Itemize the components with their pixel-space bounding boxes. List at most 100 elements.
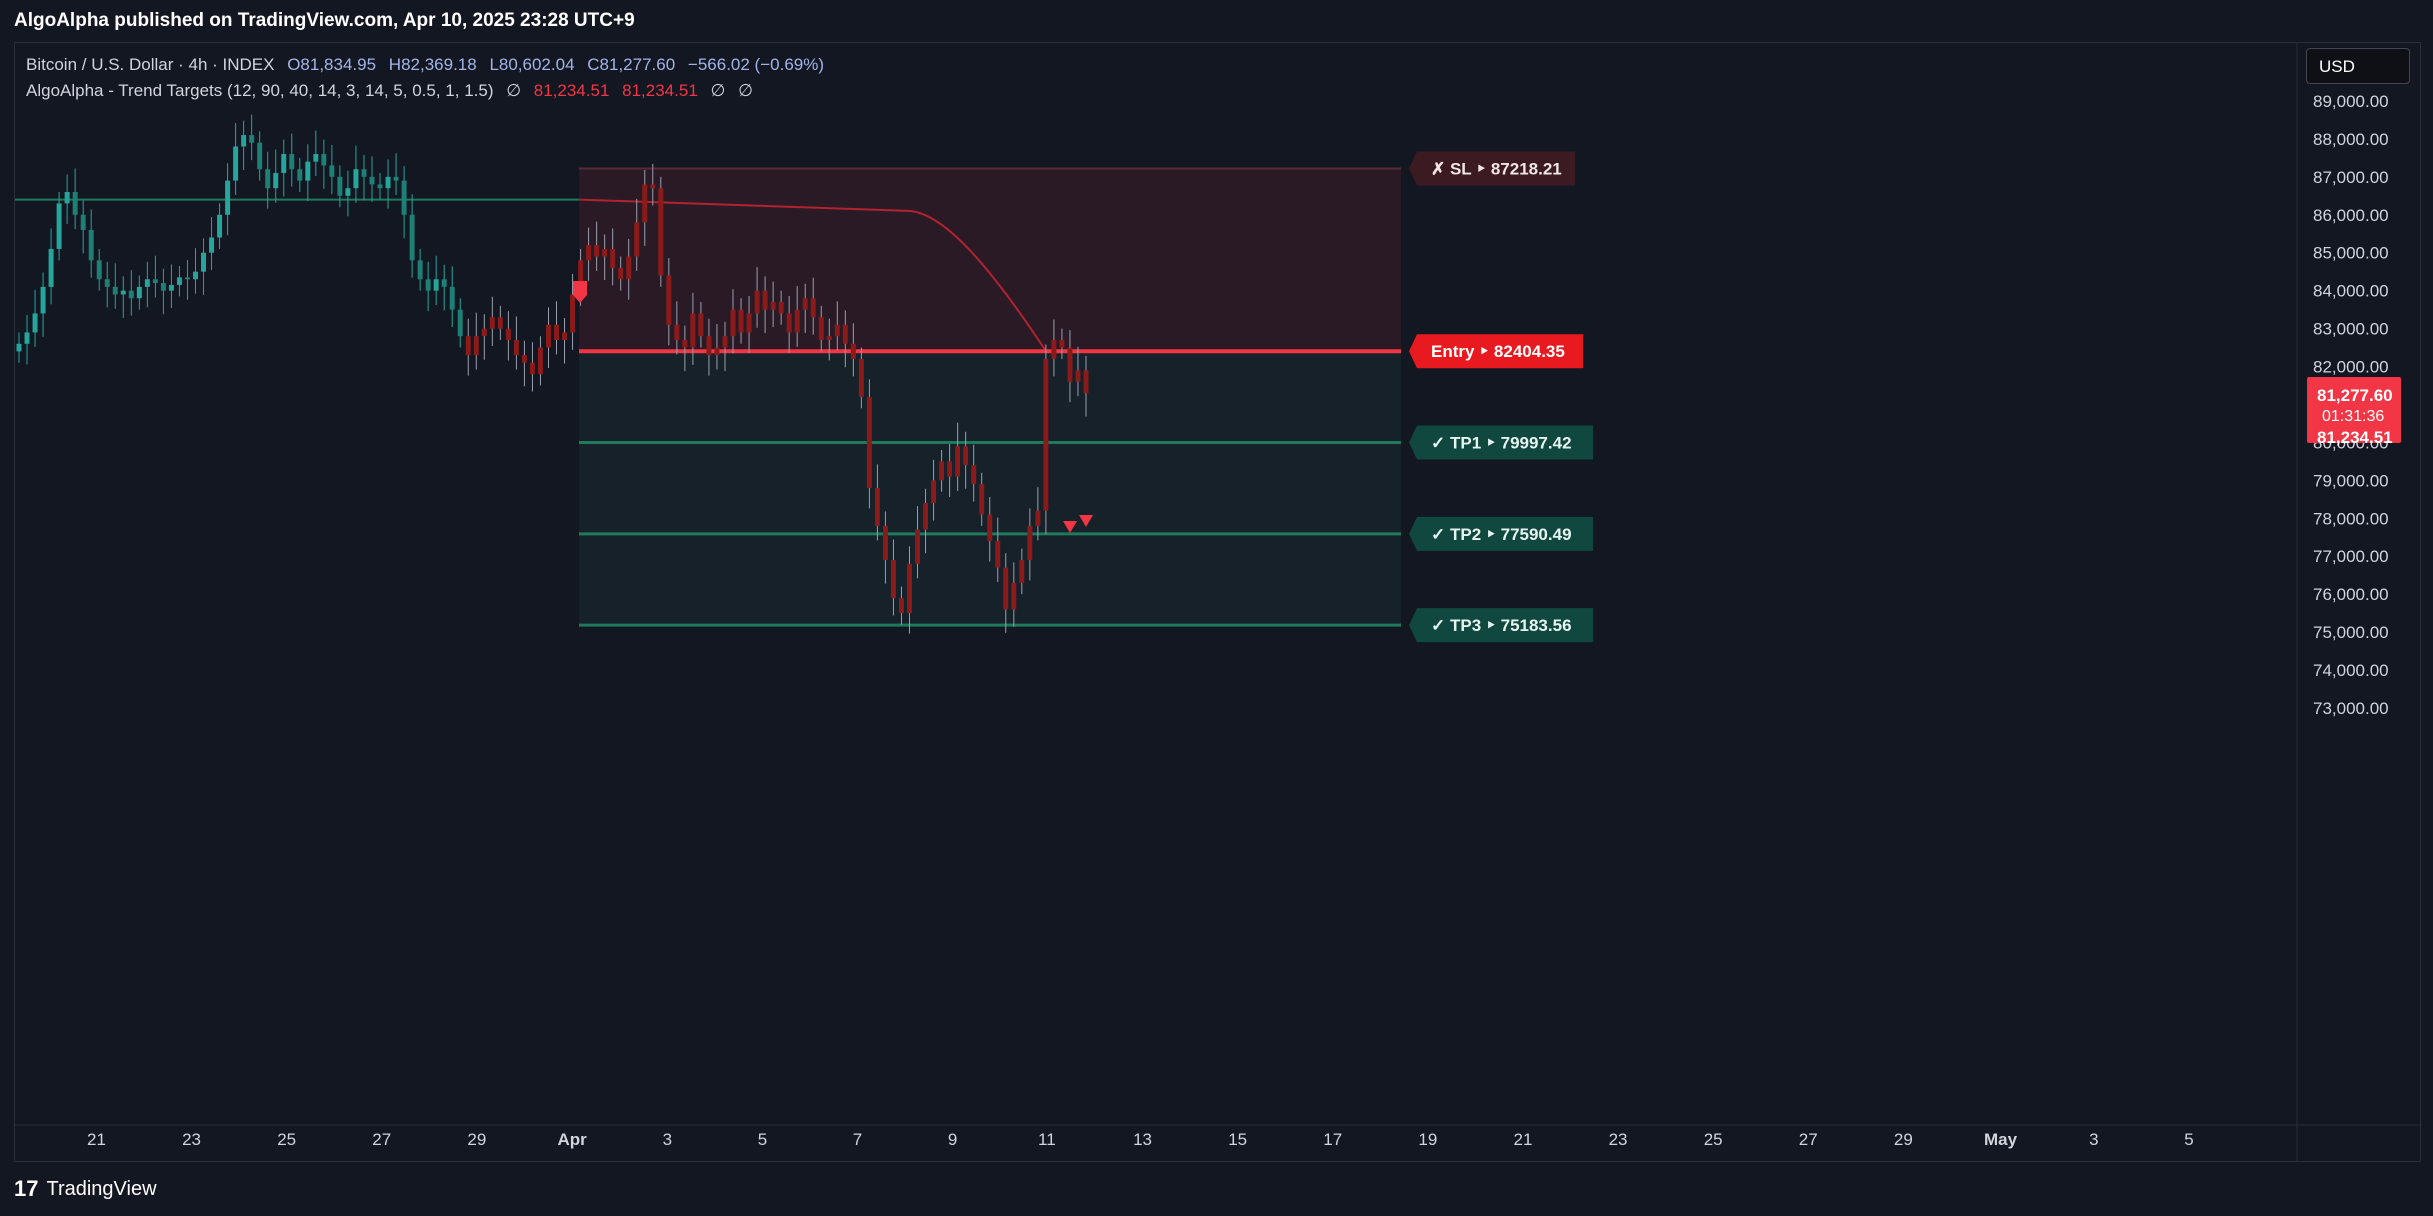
tp1-label-bg[interactable] [1409,425,1593,460]
entry-label[interactable]: Entry ‣ 82404.35 [1431,342,1565,361]
candle-body [866,396,872,488]
candle-body [176,277,182,285]
candle-body [1083,370,1089,394]
indicator-null-2: ∅ [710,81,726,100]
candle-body [931,480,937,504]
candle-body [907,563,912,614]
time-axis-tick: 21 [1514,1130,1533,1149]
price-axis-tick: 77,000.00 [2313,547,2389,566]
candle-body [634,222,640,257]
candle-body [1035,510,1041,526]
candle-body [730,309,736,337]
candle-body [834,324,840,337]
candle-body [473,336,479,356]
time-axis-tick: 3 [2089,1130,2098,1149]
entry-label-bg[interactable] [1409,334,1583,369]
high-value: H82,369.18 [388,55,477,74]
price-axis-tick: 82,000.00 [2313,358,2389,377]
candle-body [217,214,223,238]
candle-body [273,173,279,189]
candle-body [738,309,744,333]
candle-body [489,317,495,329]
candle-body [441,279,447,287]
candle-body [249,135,255,143]
candle-body [313,154,319,162]
candle-body [297,169,303,181]
candle-body [265,169,271,189]
candle-body [513,339,519,356]
time-axis-tick: 11 [1038,1130,1056,1149]
indicator-null-3: ∅ [738,81,753,100]
candle-body [88,229,94,261]
candle-body [802,298,808,310]
tp2-label[interactable]: ✓ TP2 ‣ 77590.49 [1431,525,1572,544]
candle-body [505,328,511,340]
candle-body [810,298,816,318]
candle-body [361,169,367,177]
candle-body [642,184,648,223]
candle-body [233,146,239,181]
time-axis-tick: Apr [558,1130,588,1149]
tp3-label-bg[interactable] [1409,608,1593,643]
candle-body [578,260,584,295]
close-value: C81,277.60 [587,55,676,74]
candle-body [281,154,287,174]
candle-body [979,484,985,515]
footer-brand[interactable]: TradingView [46,1177,157,1200]
candle-body [393,176,399,181]
sl-label[interactable]: ✗ SL ‣ 87218.21 [1431,160,1562,179]
candle-body [947,461,953,477]
sell-signal-icon [1063,521,1077,533]
candle-body [1051,339,1057,359]
candle-body [794,309,800,333]
publisher-text: AlgoAlpha published on TradingView.com, … [14,10,635,31]
candle-body [537,347,543,375]
candle-body [706,336,712,356]
price-axis-tick: 83,000.00 [2313,320,2389,339]
symbol-title[interactable]: Bitcoin / U.S. Dollar · 4h · INDEX [26,55,275,74]
candle-body [786,313,792,333]
candle-body [32,313,38,333]
candle-body [554,324,559,340]
candle-body [1011,582,1017,610]
time-axis-tick: 9 [948,1130,957,1149]
candle-body [24,332,30,344]
tp3-label[interactable]: ✓ TP3 ‣ 75183.56 [1431,616,1572,635]
candle-body [497,317,503,329]
price-axis-tick: 85,000.00 [2313,244,2389,263]
candle-body [1067,347,1073,382]
tp2-label-bg[interactable] [1409,516,1593,551]
candle-body [417,260,423,280]
time-axis-tick: 3 [663,1130,672,1149]
candle-body [955,446,961,477]
time-axis-tick: 29 [467,1130,486,1149]
stop-loss-zone [579,168,1401,352]
indicator-value-2: 81,234.51 [622,81,698,100]
candle-body [890,560,896,598]
indicator-title[interactable]: AlgoAlpha - Trend Targets (12, 90, 40, 1… [26,81,494,100]
currency-button[interactable]: USD [2306,48,2410,84]
time-axis-tick: 29 [1894,1130,1913,1149]
candle-body [409,214,415,261]
tradingview-logo-icon[interactable]: 17 [14,1176,39,1201]
chart-frame[interactable]: ✗ SL ‣ 87218.21 Entry ‣ 82404.35 ✓ TP1 ‣ 7… [14,42,2422,1163]
candle-body [401,180,407,215]
candle-body [842,324,848,344]
candle-body [826,336,832,340]
tp1-label[interactable]: ✓ TP1 ‣ 79997.42 [1431,434,1572,453]
last-price-badge[interactable] [2307,376,2401,443]
change-value: −566.02 (−0.69%) [687,55,825,74]
time-axis-tick: May [1984,1130,2018,1149]
time-axis-tick: 21 [87,1130,106,1149]
candle-body [650,184,656,189]
time-axis-tick: 13 [1133,1130,1152,1149]
candle-body [40,286,46,314]
candle-body [481,328,487,337]
candle-body [546,324,551,348]
chart-canvas[interactable]: ✗ SL ‣ 87218.21 Entry ‣ 82404.35 ✓ TP1 ‣ 7… [15,43,2422,1163]
sl-label-bg[interactable] [1409,151,1575,186]
candle-body [160,283,166,291]
candle-body [666,275,672,325]
candle-body [754,290,760,314]
candle-body [104,279,110,287]
